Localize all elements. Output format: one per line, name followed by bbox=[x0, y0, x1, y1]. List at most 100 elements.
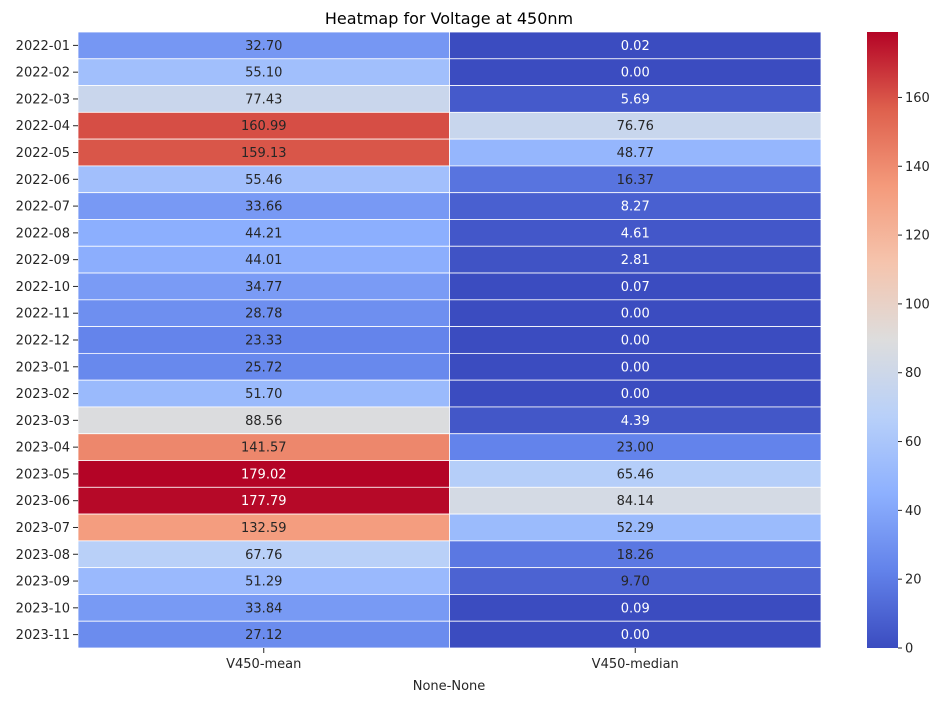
heatmap-cell bbox=[77, 352, 450, 381]
y-tick-label: 2022-03 bbox=[16, 92, 70, 107]
heatmap-cell bbox=[77, 299, 450, 328]
heatmap-cell bbox=[449, 406, 822, 435]
y-tick-label: 2023-01 bbox=[16, 360, 70, 375]
cell-value-label: 34.77 bbox=[245, 280, 282, 295]
y-tick-label: 2022-07 bbox=[16, 200, 70, 215]
cell-value-label: 18.26 bbox=[617, 548, 654, 563]
cell-value-label: 27.12 bbox=[245, 628, 282, 643]
heatmap-cell bbox=[449, 219, 822, 247]
cell-value-label: 76.76 bbox=[617, 119, 654, 134]
cell-value-label: 52.29 bbox=[617, 521, 654, 536]
cell-value-label: 44.21 bbox=[245, 226, 282, 241]
heatmap-cell bbox=[449, 379, 822, 408]
colorbar-tick-label: 20 bbox=[905, 573, 922, 588]
y-tick-label: 2022-11 bbox=[16, 307, 70, 322]
heatmap-cell bbox=[449, 272, 822, 301]
cell-value-label: 67.76 bbox=[245, 548, 282, 563]
y-tick-label: 2023-08 bbox=[16, 548, 70, 563]
cell-value-label: 159.13 bbox=[241, 146, 287, 161]
heatmap-cell bbox=[449, 540, 822, 569]
heatmap-cell bbox=[77, 594, 450, 622]
x-tick-label: V450-median bbox=[592, 657, 679, 672]
heatmap-cell bbox=[77, 513, 450, 542]
colorbar-gradient bbox=[867, 32, 898, 648]
y-tick-label: 2023-07 bbox=[16, 521, 70, 536]
cell-value-label: 0.00 bbox=[621, 307, 650, 322]
y-tick-label: 2023-06 bbox=[16, 494, 70, 509]
heatmap-cells: 32.70 0.02 55.10 0.00 77.43 5.69 160.99 76.76 15… bbox=[77, 31, 822, 649]
heatmap-cell bbox=[77, 433, 450, 461]
y-tick-label: 2022-06 bbox=[16, 173, 70, 188]
x-tick-labels: V450-mean V450-median bbox=[226, 648, 679, 672]
colorbar-tick-label: 40 bbox=[905, 504, 922, 519]
y-tick-label: 2022-08 bbox=[16, 226, 70, 241]
heatmap-cell bbox=[77, 326, 450, 354]
heatmap-cell bbox=[449, 513, 822, 542]
cell-value-label: 0.00 bbox=[621, 66, 650, 81]
cell-value-label: 28.78 bbox=[245, 307, 282, 322]
heatmap-cell bbox=[449, 299, 822, 328]
y-tick-label: 2023-04 bbox=[16, 441, 70, 456]
cell-value-label: 23.33 bbox=[245, 334, 282, 349]
heatmap-cell bbox=[77, 540, 450, 569]
cell-value-label: 84.14 bbox=[617, 494, 654, 509]
x-axis-title: None-None bbox=[413, 679, 486, 694]
y-tick-label: 2022-04 bbox=[16, 119, 70, 134]
colorbar-tick-label: 120 bbox=[905, 229, 930, 244]
colorbar-tick-label: 160 bbox=[905, 91, 930, 106]
colorbar-tick-label: 80 bbox=[905, 366, 922, 381]
y-tick-label: 2023-09 bbox=[16, 575, 70, 590]
cell-value-label: 16.37 bbox=[617, 173, 654, 188]
cell-value-label: 160.99 bbox=[241, 119, 287, 134]
cell-value-label: 9.70 bbox=[621, 575, 650, 590]
heatmap-cell bbox=[449, 594, 822, 622]
cell-value-label: 55.10 bbox=[245, 66, 282, 81]
x-tick-label: V450-mean bbox=[226, 657, 301, 672]
y-tick-labels: 2022-01 2022-02 2022-03 2022-04 2022-05 2022-… bbox=[16, 39, 78, 643]
cell-value-label: 33.84 bbox=[245, 601, 282, 616]
cell-value-label: 5.69 bbox=[621, 92, 650, 107]
y-tick-label: 2023-05 bbox=[16, 467, 70, 482]
cell-value-label: 25.72 bbox=[245, 360, 282, 375]
heatmap-cell bbox=[77, 379, 450, 408]
y-tick-label: 2022-10 bbox=[16, 280, 70, 295]
heatmap-cell bbox=[77, 406, 450, 435]
cell-value-label: 141.57 bbox=[241, 441, 287, 456]
cell-value-label: 177.79 bbox=[241, 494, 287, 509]
heatmap-cell bbox=[77, 31, 450, 60]
y-tick-label: 2022-05 bbox=[16, 146, 70, 161]
heatmap-cell bbox=[449, 192, 822, 220]
y-tick-label: 2022-01 bbox=[16, 39, 70, 54]
cell-value-label: 23.00 bbox=[617, 441, 654, 456]
colorbar-tick-label: 0 bbox=[905, 642, 913, 657]
heatmap-cell bbox=[449, 31, 822, 60]
cell-value-label: 0.09 bbox=[621, 601, 650, 616]
cell-value-label: 4.39 bbox=[621, 414, 650, 429]
cell-value-label: 0.07 bbox=[621, 280, 650, 295]
y-tick-label: 2022-12 bbox=[16, 334, 70, 349]
cell-value-label: 0.00 bbox=[621, 387, 650, 402]
cell-value-label: 0.00 bbox=[621, 360, 650, 375]
heatmap-cell bbox=[449, 326, 822, 354]
y-tick-label: 2023-02 bbox=[16, 387, 70, 402]
cell-value-label: 4.61 bbox=[621, 226, 650, 241]
cell-value-label: 77.43 bbox=[245, 92, 282, 107]
heatmap-cell bbox=[77, 58, 450, 86]
cell-value-label: 51.70 bbox=[245, 387, 282, 402]
heatmap-cell bbox=[449, 620, 822, 649]
heatmap-cell bbox=[77, 620, 450, 649]
cell-value-label: 179.02 bbox=[241, 467, 287, 482]
heatmap-cell bbox=[449, 58, 822, 86]
heatmap-cell bbox=[449, 165, 822, 194]
heatmap-cell bbox=[449, 567, 822, 595]
cell-value-label: 33.66 bbox=[245, 200, 282, 215]
cell-value-label: 51.29 bbox=[245, 575, 282, 590]
colorbar-tick-label: 100 bbox=[905, 297, 930, 312]
cell-value-label: 2.81 bbox=[621, 253, 650, 268]
heatmap-cell bbox=[77, 272, 450, 301]
y-tick-label: 2023-11 bbox=[16, 628, 70, 643]
colorbar-tick-label: 60 bbox=[905, 435, 922, 450]
cell-value-label: 0.00 bbox=[621, 334, 650, 349]
heatmap-cell bbox=[449, 245, 822, 274]
